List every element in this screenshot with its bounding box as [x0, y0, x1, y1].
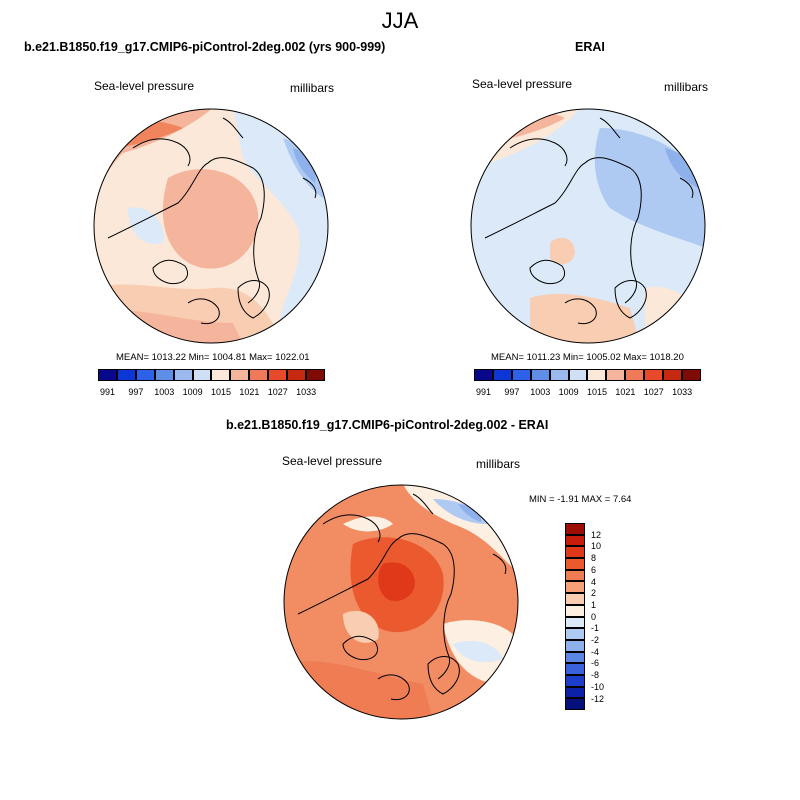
panel-title-model: b.e21.B1850.f19_g17.CMIP6-piControl-2deg…	[24, 40, 386, 54]
colorbar-model-swatch	[249, 369, 269, 381]
colorbar-diff-swatch	[565, 628, 585, 640]
colorbar-erai-swatch	[474, 369, 493, 381]
colorbar-ticks-model: 991 997 1003 1009 1015 1021 1027 1033	[98, 387, 325, 399]
colorbar-model	[98, 369, 325, 381]
polar-map-erai	[470, 108, 706, 344]
colorbar-diff-tick-label: -8	[591, 670, 600, 681]
colorbar-erai-tick-label: 1015	[586, 387, 607, 397]
colorbar-erai-tick-label: 1027	[643, 387, 664, 397]
colorbar-diff-swatch	[565, 534, 585, 547]
colorbar-erai-tick-label: 997	[504, 387, 520, 397]
colorbar-model-tick-label: 1027	[267, 387, 288, 397]
colorbar-model-swatch	[116, 369, 136, 381]
colorbar-diff-tick-label: -1	[591, 623, 600, 634]
units-label-erai: millibars	[664, 80, 709, 94]
colorbar-erai-tick-label: 991	[475, 387, 491, 397]
colorbar-model-swatch	[154, 369, 174, 381]
colorbar-diff-tick-label: 2	[591, 588, 597, 599]
colorbar-diff-swatch	[565, 616, 585, 629]
colorbar-diff-tick-label: 10	[591, 541, 602, 552]
colorbar-diff-swatch	[565, 674, 585, 687]
colorbar-erai-swatch	[549, 369, 569, 381]
colorbar-diff-swatch	[565, 546, 585, 559]
colorbar-erai-swatch	[663, 369, 682, 381]
colorbar-diff-swatch	[565, 581, 585, 594]
colorbar-model-swatch	[135, 369, 155, 381]
colorbar-diff-swatch	[565, 686, 585, 699]
colorbar-erai-swatch	[492, 369, 512, 381]
colorbar-diff-tick-label: -10	[591, 681, 605, 692]
colorbar-model-tick-label: 1021	[239, 387, 260, 397]
colorbar-diff-tick-label: 4	[591, 576, 597, 587]
colorbar-model-swatch	[268, 369, 288, 381]
colorbar-model-tick-label: 991	[99, 387, 115, 397]
colorbar-model-swatch	[305, 369, 325, 381]
colorbar-erai-swatch	[568, 369, 588, 381]
colorbar-erai-swatch	[587, 369, 607, 381]
colorbar-model-swatch	[230, 369, 250, 381]
colorbar-model-tick-label: 1015	[210, 387, 231, 397]
colorbar-erai-swatch	[625, 369, 645, 381]
colorbar-model-swatch	[211, 369, 231, 381]
colorbar-diff-swatch	[565, 663, 585, 675]
colorbar-erai-tick-label: 1003	[530, 387, 551, 397]
polar-map-diff	[283, 484, 519, 720]
colorbar-erai-swatch	[644, 369, 664, 381]
colorbar-erai-tick-label: 1021	[615, 387, 636, 397]
colorbar-erai-swatch	[511, 369, 531, 381]
stats-model: MEAN= 1013.22 Min= 1004.81 Max= 1022.01	[116, 352, 310, 363]
colorbar-diff-tick-label: 6	[591, 564, 597, 575]
colorbar-diff-tick-label: -2	[591, 635, 600, 645]
colorbar-diff-tick-label: 1	[591, 599, 597, 610]
colorbar-model-tick-label: 1003	[154, 387, 175, 397]
stats-erai: MEAN= 1011.23 Min= 1005.02 Max= 1018.20	[491, 352, 684, 363]
colorbar-model-swatch	[173, 369, 193, 381]
colorbar-erai-tick-label: 1009	[558, 387, 579, 397]
colorbar-erai	[474, 369, 701, 381]
polar-map-model	[93, 108, 329, 344]
colorbar-diff-tick-label: -4	[591, 646, 600, 657]
colorbar-diff-tick-label: -6	[591, 658, 600, 669]
colorbar-diff-swatch	[565, 604, 585, 617]
colorbar-diff	[565, 523, 585, 710]
colorbar-ticks-erai: 991 997 1003 1009 1015 1021 1027 1033	[474, 387, 701, 399]
colorbar-erai-swatch	[606, 369, 626, 381]
stats-diff: MIN = -1.91 MAX = 7.64	[529, 494, 632, 505]
colorbar-diff-swatch	[565, 558, 585, 570]
colorbar-diff-swatch	[565, 523, 585, 535]
units-label-diff: millibars	[476, 457, 521, 471]
colorbar-diff-tick-label: 12	[591, 529, 602, 540]
season-title: JJA	[381, 8, 419, 33]
panel-title-diff: b.e21.B1850.f19_g17.CMIP6-piControl-2deg…	[226, 418, 549, 432]
colorbar-model-tick-label: 1033	[296, 387, 317, 397]
colorbar-diff-swatch	[565, 593, 585, 605]
colorbar-diff-tick-label: 0	[591, 611, 597, 622]
colorbar-ticks-diff: 12 10 8 6 4 2 1 0 -1 -2 -4 -6 -8 -10 -12	[591, 523, 631, 710]
colorbar-model-swatch	[287, 369, 306, 381]
colorbar-diff-tick-label: 8	[591, 553, 597, 564]
colorbar-erai-swatch	[530, 369, 550, 381]
colorbar-diff-swatch	[565, 651, 585, 664]
variable-label-erai: Sea-level pressure	[472, 77, 573, 91]
colorbar-model-tick-label: 1009	[182, 387, 203, 397]
colorbar-diff-tick-label: -12	[591, 693, 605, 704]
colorbar-model-swatch	[192, 369, 212, 381]
panel-title-erai: ERAI	[575, 40, 605, 54]
colorbar-model-tick-label: 997	[128, 387, 144, 397]
units-label-model: millibars	[290, 81, 335, 95]
colorbar-diff-swatch	[565, 639, 585, 652]
colorbar-model-swatch	[98, 369, 117, 381]
colorbar-erai-tick-label: 1033	[672, 387, 693, 397]
colorbar-diff-swatch	[565, 698, 585, 710]
variable-label-diff: Sea-level pressure	[282, 454, 383, 468]
variable-label-model: Sea-level pressure	[94, 79, 195, 93]
colorbar-diff-swatch	[565, 569, 585, 582]
colorbar-erai-swatch	[681, 369, 701, 381]
